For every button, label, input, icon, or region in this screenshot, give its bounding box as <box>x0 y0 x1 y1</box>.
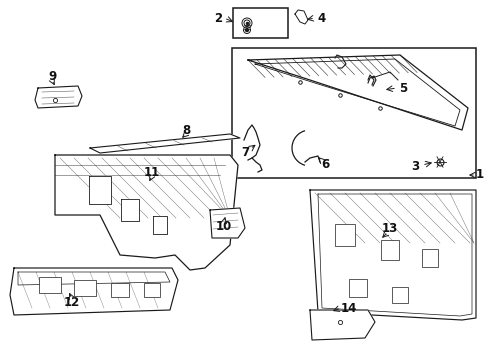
Bar <box>233 8 288 38</box>
Circle shape <box>244 20 250 26</box>
Bar <box>232 48 476 178</box>
Bar <box>111 283 129 297</box>
Text: 10: 10 <box>216 220 232 233</box>
Circle shape <box>242 18 252 28</box>
Polygon shape <box>10 268 178 315</box>
Polygon shape <box>310 190 476 320</box>
Text: 2: 2 <box>214 12 222 24</box>
Text: 8: 8 <box>182 123 190 136</box>
Bar <box>381 240 399 260</box>
Bar <box>422 249 438 267</box>
Circle shape <box>245 28 248 31</box>
Polygon shape <box>89 176 111 204</box>
Text: 1: 1 <box>476 168 484 181</box>
Bar <box>349 279 367 297</box>
Polygon shape <box>90 134 240 153</box>
Text: 5: 5 <box>399 81 407 94</box>
Text: 14: 14 <box>341 302 357 315</box>
Polygon shape <box>55 155 238 270</box>
Bar <box>74 280 96 296</box>
Polygon shape <box>210 208 245 238</box>
Circle shape <box>244 27 250 33</box>
Bar <box>144 283 160 297</box>
Text: 12: 12 <box>64 297 80 310</box>
Bar <box>392 287 408 303</box>
Polygon shape <box>310 310 375 340</box>
Polygon shape <box>35 86 82 108</box>
Text: 13: 13 <box>382 221 398 234</box>
Polygon shape <box>121 199 139 221</box>
Polygon shape <box>295 10 308 24</box>
Polygon shape <box>248 55 468 130</box>
Polygon shape <box>153 216 167 234</box>
Text: 4: 4 <box>318 12 326 24</box>
Text: 6: 6 <box>321 158 329 171</box>
Bar <box>335 224 355 246</box>
Text: 7: 7 <box>241 147 249 159</box>
Text: 11: 11 <box>144 166 160 179</box>
Text: 3: 3 <box>411 159 419 172</box>
Text: 9: 9 <box>48 69 56 82</box>
Bar <box>39 277 61 293</box>
